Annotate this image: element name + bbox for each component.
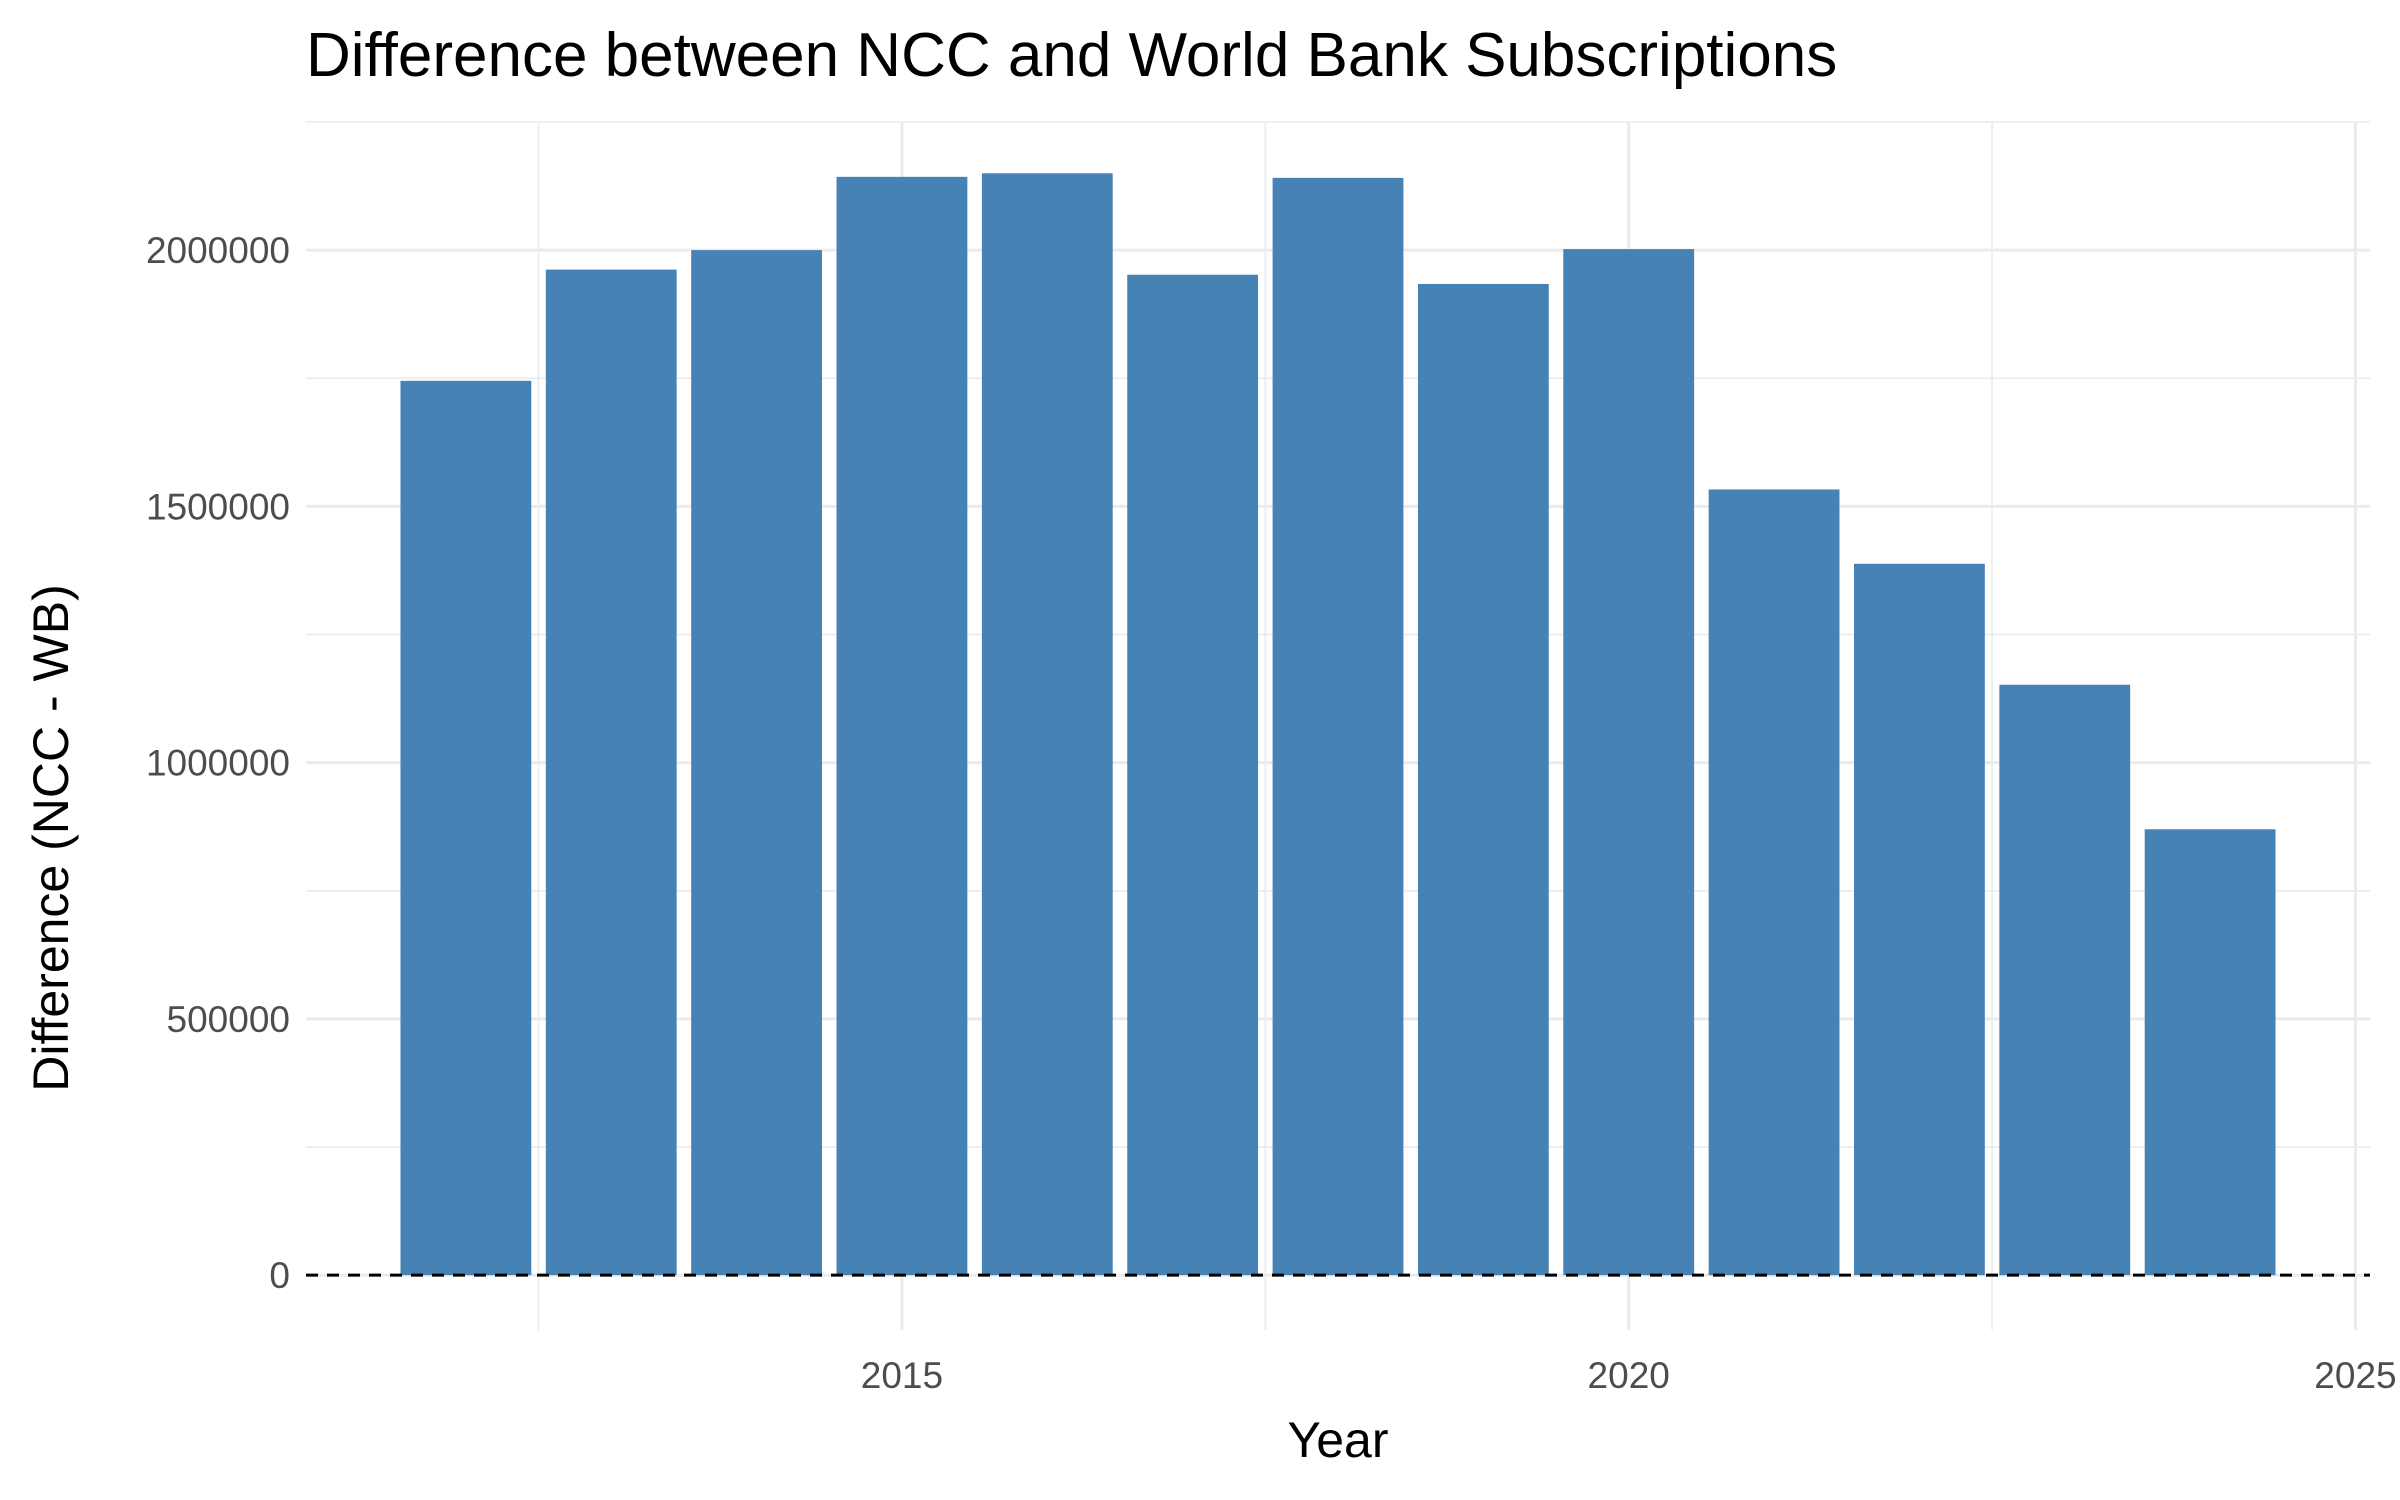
x-tick-label: 2020 [1588,1355,1670,1396]
chart-title: Difference between NCC and World Bank Su… [306,21,1837,90]
y-tick-label: 1000000 [146,743,290,784]
y-tick-label: 2000000 [146,230,290,271]
bars [400,173,2276,1276]
bar-2015 [836,176,968,1276]
bar-2019 [1417,283,1549,1276]
y-tick-label: 500000 [167,999,290,1040]
y-axis-title: Difference (NCC - WB) [23,584,79,1091]
bar-2021 [1708,489,1840,1276]
bar-2016 [981,173,1113,1276]
bar-2023 [1999,684,2131,1276]
bar-2012 [400,380,532,1276]
x-tick-label: 2015 [861,1355,943,1396]
y-tick-label: 1500000 [146,486,290,527]
x-tick-label: 2025 [2314,1355,2396,1396]
y-tick-label: 0 [269,1255,290,1296]
bar-2024 [2144,829,2276,1276]
bar-2013 [545,269,677,1276]
x-axis-ticks: 2015 2020 2025 [861,1355,2397,1396]
bar-2020 [1563,249,1695,1276]
bar-2018 [1272,177,1404,1276]
bar-2017 [1127,274,1259,1276]
x-axis-title: Year [1287,1412,1388,1468]
bar-2022 [1854,563,1985,1276]
bar-2014 [691,250,822,1276]
y-axis-ticks: 0 500000 1000000 1500000 2000000 [146,230,290,1296]
